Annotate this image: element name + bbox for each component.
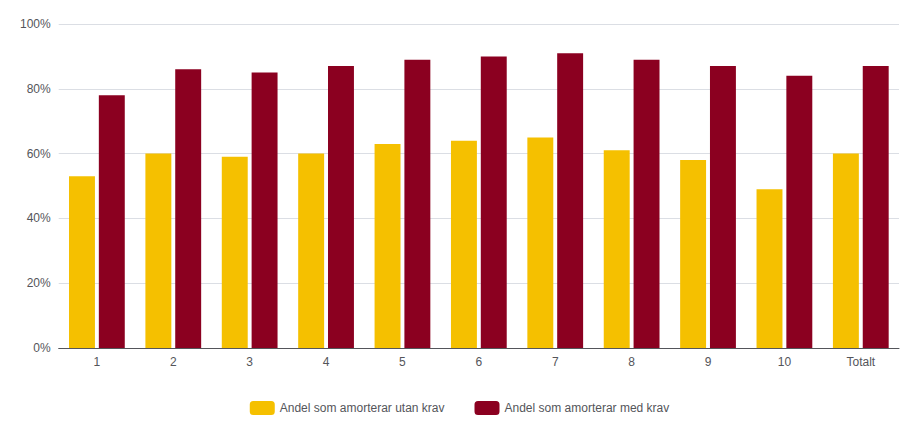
svg-text:8: 8 — [628, 355, 635, 369]
svg-text:100%: 100% — [20, 17, 51, 31]
svg-text:9: 9 — [705, 355, 712, 369]
svg-text:4: 4 — [323, 355, 330, 369]
svg-text:0%: 0% — [33, 341, 51, 355]
svg-text:60%: 60% — [27, 147, 51, 161]
svg-text:Andel som amorterar med krav: Andel som amorterar med krav — [505, 401, 670, 415]
svg-text:10: 10 — [778, 355, 792, 369]
svg-text:6: 6 — [476, 355, 483, 369]
svg-text:1: 1 — [94, 355, 101, 369]
svg-text:3: 3 — [246, 355, 253, 369]
svg-text:5: 5 — [399, 355, 406, 369]
svg-text:Andel som amorterar utan krav: Andel som amorterar utan krav — [280, 401, 445, 415]
svg-text:20%: 20% — [27, 276, 51, 290]
svg-text:Totalt: Totalt — [846, 355, 875, 369]
svg-text:7: 7 — [552, 355, 559, 369]
svg-text:40%: 40% — [27, 211, 51, 225]
svg-text:2: 2 — [170, 355, 177, 369]
svg-text:80%: 80% — [27, 82, 51, 96]
